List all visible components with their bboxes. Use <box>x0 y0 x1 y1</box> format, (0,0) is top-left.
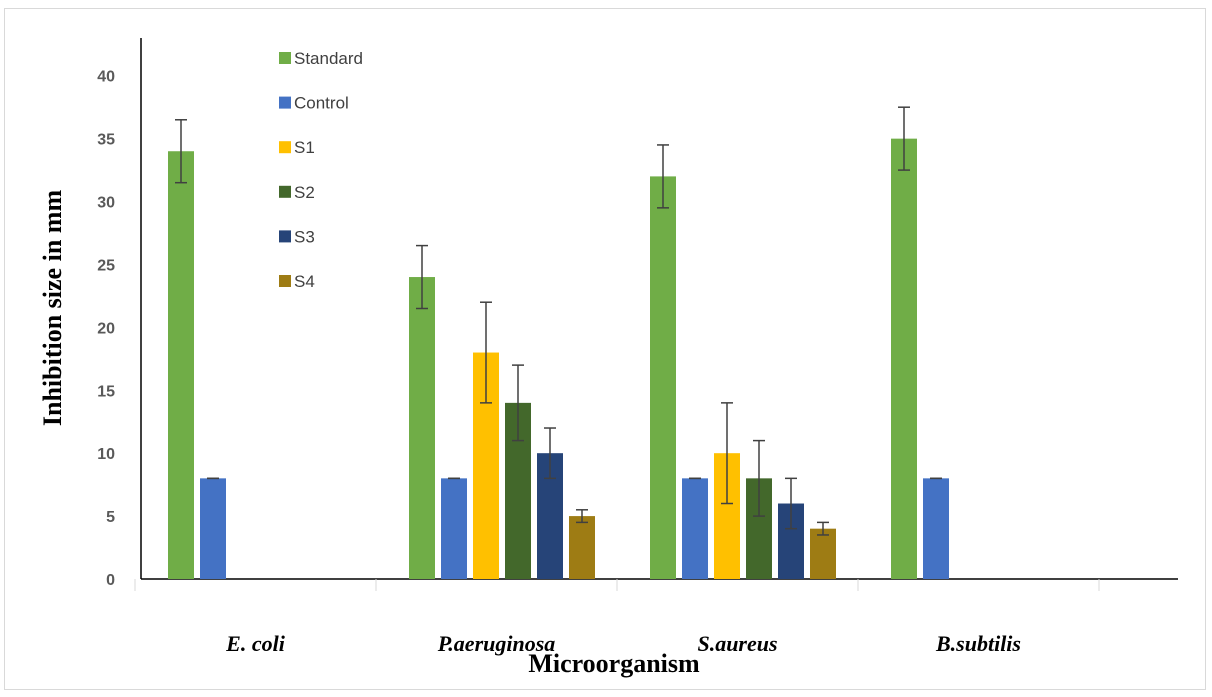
chart-frame: 0 5 10 15 20 25 30 35 40 E. coli P.aeruginosa S.au… <box>4 8 1206 690</box>
x-axis-title: Microorganism <box>528 649 700 678</box>
x-category-label-p-aeruginosa: P.aeruginosa <box>437 631 556 656</box>
legend-swatch-s1 <box>279 141 291 154</box>
bar-standard-s-aureus <box>650 176 676 579</box>
x-category-label-b-subtilis: B.subtilis <box>935 631 1021 656</box>
bars <box>168 138 949 580</box>
error-bar-s2-s-aureus <box>753 439 765 517</box>
bar-standard-p-aeruginosa <box>409 277 435 579</box>
bar-control-b-subtilis <box>923 478 949 579</box>
legend-label-standard: Standard <box>294 49 363 68</box>
y-axis-ticks: 0 5 10 15 20 25 30 35 40 <box>97 69 115 589</box>
y-tick-label-30: 30 <box>97 195 115 212</box>
error-bar-standard-b-subtilis <box>898 106 910 171</box>
error-bar-s2-p-aeruginosa <box>512 364 524 442</box>
error-bar-s1-s-aureus <box>721 402 733 505</box>
bar-s4-p-aeruginosa <box>569 516 595 579</box>
y-axis-title: Inhibition size in mm <box>38 190 67 427</box>
error-bar-s3-s-aureus <box>785 477 797 530</box>
error-bar-s1-p-aeruginosa <box>480 301 492 404</box>
error-bar-s4-s-aureus <box>817 521 829 536</box>
bar-control-p-aeruginosa <box>441 478 467 579</box>
y-tick-label-10: 10 <box>97 446 115 463</box>
error-bar-s3-p-aeruginosa <box>544 427 556 480</box>
legend-item-s2: S2 <box>279 183 315 202</box>
bar-control-e-coli <box>200 478 226 579</box>
bar-control-s-aureus <box>682 478 708 579</box>
legend-label-s3: S3 <box>294 227 315 246</box>
bar-standard-e-coli <box>168 151 194 580</box>
y-tick-label-20: 20 <box>97 320 115 337</box>
error-bar-standard-s-aureus <box>657 144 669 209</box>
error-bar-standard-e-coli <box>175 119 187 184</box>
legend-item-control: Control <box>279 94 349 113</box>
y-tick-label-25: 25 <box>97 257 115 274</box>
bar-standard-b-subtilis <box>891 138 917 579</box>
category-labels: E. coli P.aeruginosa S.aureus B.subtilis <box>225 631 1021 656</box>
legend-swatch-s2 <box>279 185 291 198</box>
legend-label-s1: S1 <box>294 138 315 157</box>
error-bar-standard-p-aeruginosa <box>416 244 428 310</box>
bar-chart: 0 5 10 15 20 25 30 35 40 E. coli P.aeruginosa S.au… <box>38 38 1178 678</box>
y-tick-label-35: 35 <box>97 132 115 149</box>
y-tick-label-15: 15 <box>97 383 115 400</box>
legend-label-control: Control <box>294 94 349 113</box>
error-bars <box>175 106 942 536</box>
y-tick-label-5: 5 <box>106 509 115 526</box>
legend-swatch-standard <box>279 52 291 64</box>
legend-swatch-s3 <box>279 230 291 243</box>
legend-label-s4: S4 <box>294 272 315 291</box>
bar-s4-s-aureus <box>810 528 836 579</box>
legend-item-standard: Standard <box>279 49 363 68</box>
y-tick-label-0: 0 <box>106 572 115 589</box>
y-tick-label-40: 40 <box>97 69 115 86</box>
legend-label-s2: S2 <box>294 183 315 202</box>
x-category-label-e-coli: E. coli <box>225 631 286 656</box>
legend-item-s4: S4 <box>279 272 315 291</box>
legend-swatch-s4 <box>279 275 291 287</box>
legend: Standard Control S1 S2 S3 S4 <box>279 49 363 291</box>
legend-item-s3: S3 <box>279 227 315 246</box>
legend-swatch-control <box>279 96 291 109</box>
category-separators <box>134 579 1100 591</box>
legend-item-s1: S1 <box>279 138 315 157</box>
x-category-label-s-aureus: S.aureus <box>697 631 777 656</box>
error-bar-s4-p-aeruginosa <box>576 509 588 524</box>
